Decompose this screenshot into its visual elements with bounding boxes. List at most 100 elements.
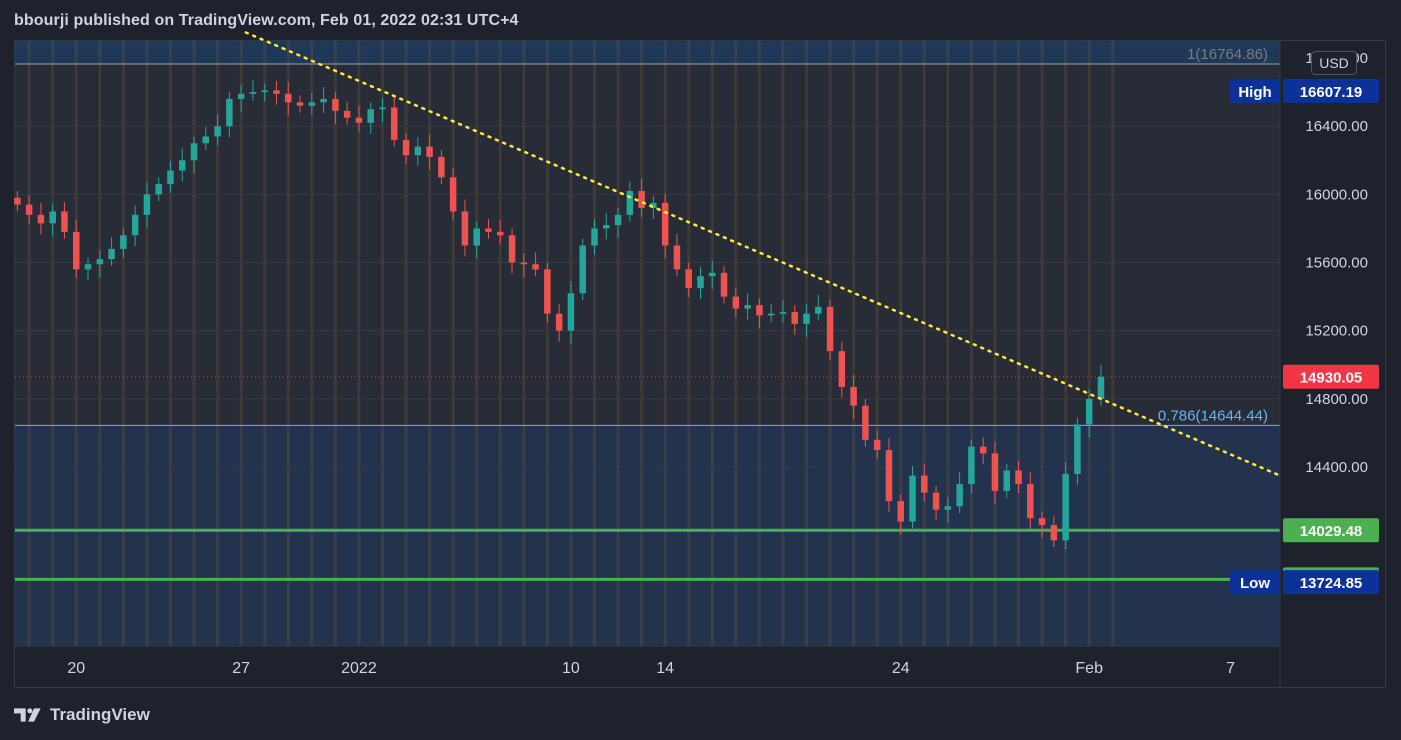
candle-body (273, 90, 280, 94)
candle-body (767, 313, 775, 316)
candle-body (343, 110, 351, 118)
session-stripe (121, 41, 125, 646)
candle-body (285, 93, 292, 103)
session-stripe (687, 41, 691, 646)
session-stripe (286, 41, 290, 646)
candle-body (214, 126, 221, 137)
candle-body (261, 90, 268, 93)
chart-frame[interactable] (14, 40, 1386, 688)
candle-body (520, 262, 528, 265)
candle-body (49, 211, 56, 224)
currency-button[interactable]: USD (1311, 51, 1357, 75)
session-stripe (27, 41, 31, 646)
candle-body (862, 405, 869, 440)
candle-body (1050, 525, 1058, 541)
candle-body (167, 170, 174, 185)
session-stripe (852, 41, 856, 646)
session-stripe (640, 41, 644, 646)
candle-body (108, 248, 115, 260)
candle-body (956, 484, 963, 507)
price-tick-label: 15600.00 (1305, 255, 1368, 272)
session-stripe (734, 41, 738, 646)
candle-body (14, 197, 21, 205)
candle-body (838, 351, 846, 387)
candle-body (567, 293, 575, 331)
session-stripe (498, 41, 502, 646)
session-stripe (710, 41, 714, 646)
candle-body (673, 245, 681, 270)
candle-body (791, 311, 798, 324)
session-stripe (1064, 41, 1068, 646)
session-stripe (946, 41, 950, 646)
candle-body (626, 190, 634, 215)
session-stripe (192, 41, 196, 646)
session-stripe (805, 41, 809, 646)
candle-body (909, 475, 916, 522)
candle-body (1074, 424, 1081, 474)
candle-body (96, 259, 104, 265)
candle-body (1062, 473, 1069, 541)
candle-body (84, 264, 92, 270)
session-stripe (616, 41, 620, 646)
candle-body (426, 146, 433, 157)
fib-zone-bottom (15, 425, 1280, 646)
candle-body (815, 306, 822, 314)
candle-body (921, 475, 928, 493)
candle-body (402, 139, 410, 156)
candle-body (897, 501, 904, 522)
candle-body (461, 211, 469, 246)
candle-body (1003, 470, 1010, 491)
candle-body (485, 228, 492, 232)
candle-body (1038, 518, 1046, 525)
session-stripe (969, 41, 973, 646)
high-tag: High (1238, 84, 1271, 101)
candle-body (131, 214, 139, 236)
session-stripe (663, 41, 667, 646)
time-tick-label: 2022 (341, 660, 377, 677)
candle-body (779, 311, 787, 314)
tradingview-brand: TradingView (50, 705, 150, 724)
tradingview-footer[interactable]: TradingView (14, 704, 150, 726)
price-tick-label: 14800.00 (1305, 391, 1368, 408)
high-price-label: 16607.19 (1300, 84, 1363, 101)
low-price-label-bg (1283, 570, 1379, 595)
candle-body (720, 272, 728, 297)
session-stripe (145, 41, 149, 646)
fib-level-1-label: 1(16764.86) (1187, 46, 1268, 63)
candle-body (1027, 484, 1034, 519)
fib-level-786-label: 0.786(14644.44) (1158, 407, 1268, 424)
candle-body (979, 446, 987, 454)
price-tick-label: 14400.00 (1305, 459, 1368, 476)
time-tick-label: 7 (1226, 660, 1235, 677)
candle-body (826, 306, 834, 352)
candle-body (638, 190, 645, 209)
session-stripe (404, 41, 408, 646)
session-stripe (899, 41, 903, 646)
candle-body (155, 184, 162, 195)
candle-body (508, 235, 516, 263)
session-stripe (263, 41, 267, 646)
session-stripe (757, 41, 761, 646)
candle-body (932, 492, 940, 510)
candle-body (355, 117, 363, 123)
low-tag-bg (1230, 570, 1280, 595)
candle-body (25, 204, 33, 215)
session-stripe (451, 41, 455, 646)
time-tick-label: 14 (656, 660, 674, 677)
candle-body (320, 98, 327, 103)
session-stripe (522, 41, 526, 646)
session-stripe (98, 41, 102, 646)
time-tick-label: 10 (562, 660, 580, 677)
candle-body (991, 453, 999, 491)
candle-body (37, 214, 45, 224)
session-stripe (545, 41, 549, 646)
descending-trendline (244, 31, 1282, 477)
candle-body (120, 235, 127, 249)
candle-body (332, 98, 339, 111)
high-price-label-bg (1283, 78, 1379, 103)
candle-body (249, 92, 257, 94)
session-stripe (475, 41, 479, 646)
candle-body (296, 102, 304, 106)
session-stripe (428, 41, 432, 646)
